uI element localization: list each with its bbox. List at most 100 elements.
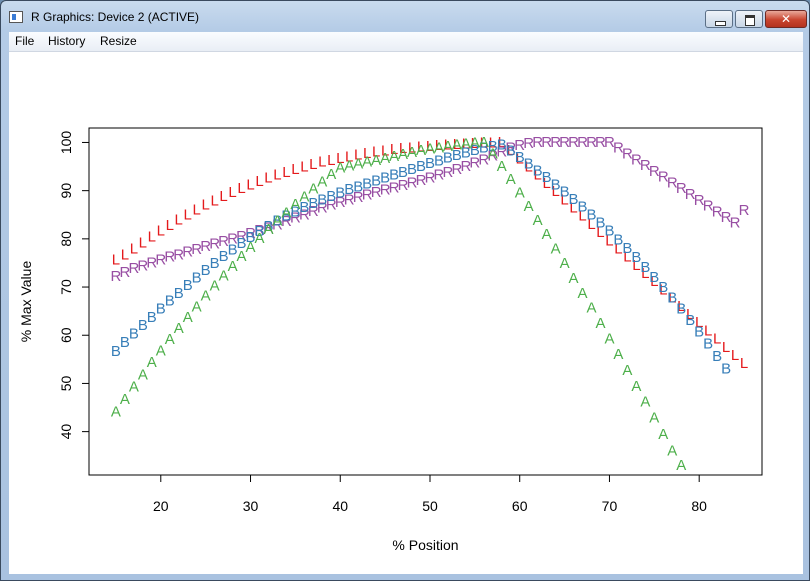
y-tick-label-70: 70 xyxy=(58,279,74,295)
point-L-60: L xyxy=(516,150,524,167)
point-A-67: A xyxy=(578,285,588,302)
point-A-75: A xyxy=(649,410,659,427)
point-B-34: B xyxy=(281,208,291,225)
point-A-46: A xyxy=(389,148,399,165)
point-B-16: B xyxy=(120,334,130,351)
point-A-48: A xyxy=(407,144,417,161)
point-L-75: L xyxy=(650,273,658,290)
point-A-29: A xyxy=(237,248,247,265)
point-A-16: A xyxy=(120,391,130,408)
point-R-29: R xyxy=(236,228,247,245)
point-R-59: R xyxy=(505,140,516,157)
point-L-49: L xyxy=(417,138,425,155)
point-R-28: R xyxy=(227,230,238,247)
minimize-button[interactable] xyxy=(705,10,733,28)
menu-bar: File History Resize xyxy=(9,32,803,52)
point-R-79: R xyxy=(685,186,696,203)
point-B-62: B xyxy=(533,162,543,179)
y-tick-label-50: 50 xyxy=(58,375,74,391)
point-L-61: L xyxy=(525,159,533,176)
point-B-21: B xyxy=(165,293,175,310)
point-R-51: R xyxy=(434,167,445,184)
point-R-16: R xyxy=(119,264,130,281)
point-R-31: R xyxy=(254,222,265,239)
point-B-64: B xyxy=(551,176,561,193)
title-bar[interactable]: R Graphics: Device 2 (ACTIVE) xyxy=(1,1,809,31)
point-L-82: L xyxy=(713,331,721,348)
point-B-67: B xyxy=(578,199,588,216)
point-R-27: R xyxy=(218,233,229,250)
point-A-73: A xyxy=(631,378,641,395)
point-B-66: B xyxy=(569,191,579,208)
point-L-65: L xyxy=(560,191,568,208)
point-A-54: A xyxy=(461,135,471,152)
point-A-25: A xyxy=(201,288,211,305)
point-A-22: A xyxy=(174,320,184,337)
menu-resize[interactable]: Resize xyxy=(100,34,137,48)
point-A-55: A xyxy=(470,134,480,151)
point-L-62: L xyxy=(533,167,541,184)
point-B-60: B xyxy=(515,149,525,166)
point-B-73: B xyxy=(631,249,641,266)
point-B-69: B xyxy=(595,214,605,231)
plot-box xyxy=(88,127,763,476)
point-A-30: A xyxy=(246,239,256,256)
x-tick-label-40: 40 xyxy=(332,498,348,514)
point-R-26: R xyxy=(209,236,220,253)
point-R-55: R xyxy=(469,155,480,172)
point-R-65: R xyxy=(559,134,570,151)
point-B-46: B xyxy=(389,167,399,184)
point-A-37: A xyxy=(308,181,318,198)
point-B-15: B xyxy=(111,343,121,360)
point-L-53: L xyxy=(453,136,461,153)
point-R-42: R xyxy=(353,189,364,206)
point-R-70: R xyxy=(604,134,615,151)
point-R-81: R xyxy=(703,198,714,215)
y-tick-label-40: 40 xyxy=(58,424,74,440)
point-L-34: L xyxy=(282,164,290,181)
point-R-52: R xyxy=(443,164,454,181)
point-A-62: A xyxy=(533,212,543,229)
point-R-36: R xyxy=(299,206,310,223)
point-L-15: L xyxy=(112,252,120,269)
point-R-41: R xyxy=(344,191,355,208)
point-L-79: L xyxy=(686,306,694,323)
point-A-15: A xyxy=(111,403,121,420)
point-B-75: B xyxy=(649,269,659,286)
point-A-17: A xyxy=(129,378,139,395)
point-B-48: B xyxy=(407,161,417,178)
close-button[interactable] xyxy=(765,10,807,28)
y-axis-label: % Max Value xyxy=(18,261,34,343)
point-L-85: L xyxy=(740,355,748,372)
point-A-21: A xyxy=(165,331,175,348)
point-R-45: R xyxy=(380,182,391,199)
point-L-33: L xyxy=(273,167,281,184)
point-A-60: A xyxy=(515,185,525,202)
point-B-39: B xyxy=(326,188,336,205)
point-L-29: L xyxy=(237,180,245,197)
menu-file[interactable]: File xyxy=(15,34,35,48)
point-B-38: B xyxy=(317,191,327,208)
point-R-15: R xyxy=(110,268,121,285)
point-L-35: L xyxy=(291,161,299,178)
maximize-button[interactable] xyxy=(735,10,763,28)
point-L-84: L xyxy=(731,347,739,364)
point-L-19: L xyxy=(148,228,156,245)
point-B-51: B xyxy=(434,152,444,169)
point-B-70: B xyxy=(604,223,614,240)
point-L-63: L xyxy=(542,175,550,192)
point-A-59: A xyxy=(506,171,516,188)
point-A-26: A xyxy=(210,278,220,295)
point-L-30: L xyxy=(246,176,254,193)
point-R-23: R xyxy=(182,243,193,260)
point-B-74: B xyxy=(640,259,650,276)
point-R-18: R xyxy=(137,257,148,274)
point-R-82: R xyxy=(712,203,723,220)
point-R-63: R xyxy=(541,134,552,151)
point-L-52: L xyxy=(444,136,452,153)
menu-history[interactable]: History xyxy=(48,34,86,48)
point-A-52: A xyxy=(443,138,453,155)
point-R-19: R xyxy=(146,254,157,271)
point-L-44: L xyxy=(372,144,380,161)
point-B-19: B xyxy=(147,309,157,326)
